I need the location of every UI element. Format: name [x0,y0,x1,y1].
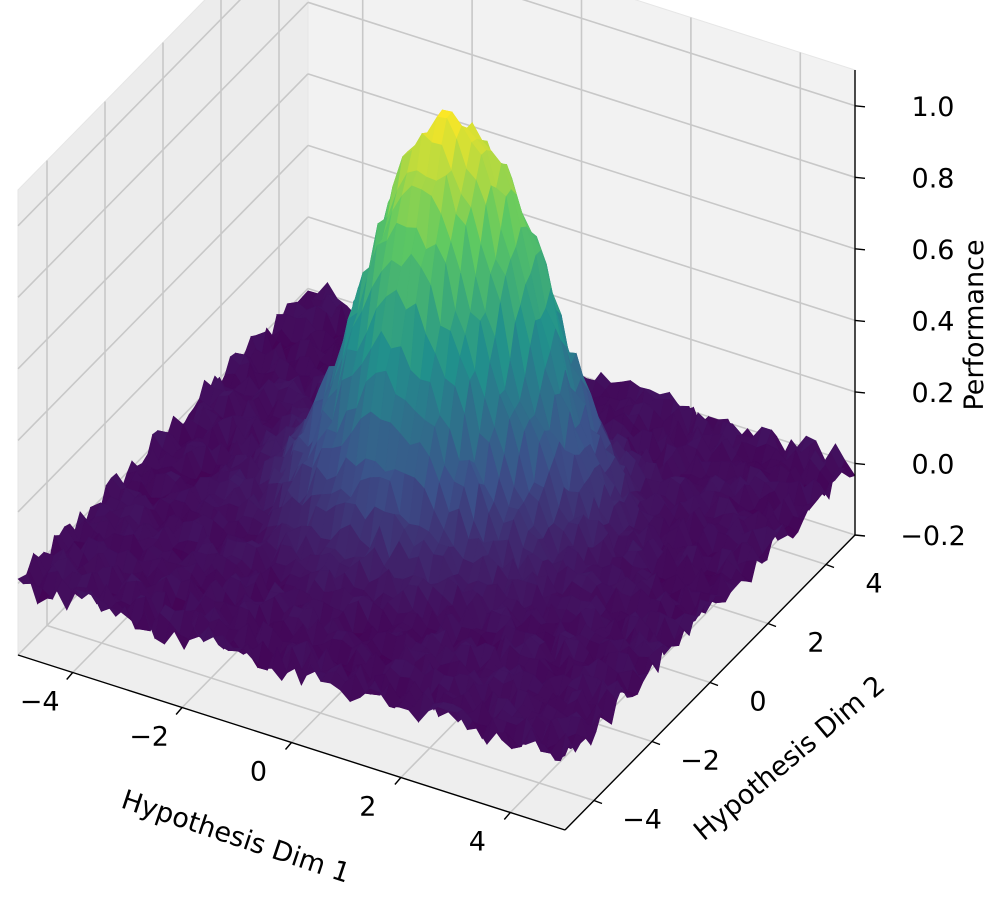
x-tick-mark [66,672,74,680]
y-tick-label: 4 [865,569,882,600]
grid-line-z-left [17,216,309,513]
grid-line-z-back [521,0,856,107]
grid-line-z-left [17,1,309,298]
z-tick-mark [854,176,866,180]
z-tick-label: 0.8 [912,163,955,194]
z-tick-mark [854,462,866,466]
x-tick-label: −4 [20,687,60,718]
z-tick-mark [854,534,866,537]
y-tick-mark [825,563,835,569]
z-tick-label: 1.0 [912,92,955,123]
z-tick-label: 0.6 [912,235,955,266]
z-tick-mark [854,319,866,323]
x-tick-mark [284,742,293,750]
surface-cell [554,742,571,762]
x-tick-label: 0 [250,757,267,788]
y-tick-label: 2 [807,628,824,659]
z-tick-label: −0.2 [900,521,966,552]
y-tick-label: −2 [680,746,720,777]
grid-line-z-left [17,73,309,370]
x-axis-label: Hypothesis Dim 1 [118,784,354,889]
z-tick-label: 0.2 [912,378,955,409]
z-tick-mark [854,248,866,251]
z-axis-label: Performance [959,239,990,410]
x-tick-mark [175,707,183,715]
grid-line-z-left [17,144,309,441]
grid-line-z-back [307,73,856,250]
x-tick-label: 2 [359,792,376,823]
y-tick-mark [651,740,661,746]
grid-line-z-back [307,1,856,179]
y-tick-label: 0 [749,687,766,718]
z-tick-mark [854,391,866,394]
z-tick-mark [854,105,866,108]
grid-line-z-left [17,0,242,227]
x-tick-mark [394,777,402,785]
tick-labels: −4 −2 0 2 4 −4 −2 0 2 4 −0.2 0.0 0.2 0.4 0.6 0.8 1.0 [20,92,966,858]
y-tick-label: −4 [622,805,662,836]
z-tick-label: 0.4 [912,306,955,337]
z-tick-label: 0.0 [912,450,955,481]
x-tick-mark [503,812,511,820]
y-tick-mark [593,799,603,805]
y-tick-mark [767,622,777,628]
surface-plot [17,109,856,762]
x-tick-label: −2 [129,722,169,753]
y-tick-mark [709,681,719,687]
grid-line-y-floor [46,624,595,802]
x-tick-label: 4 [469,827,486,858]
